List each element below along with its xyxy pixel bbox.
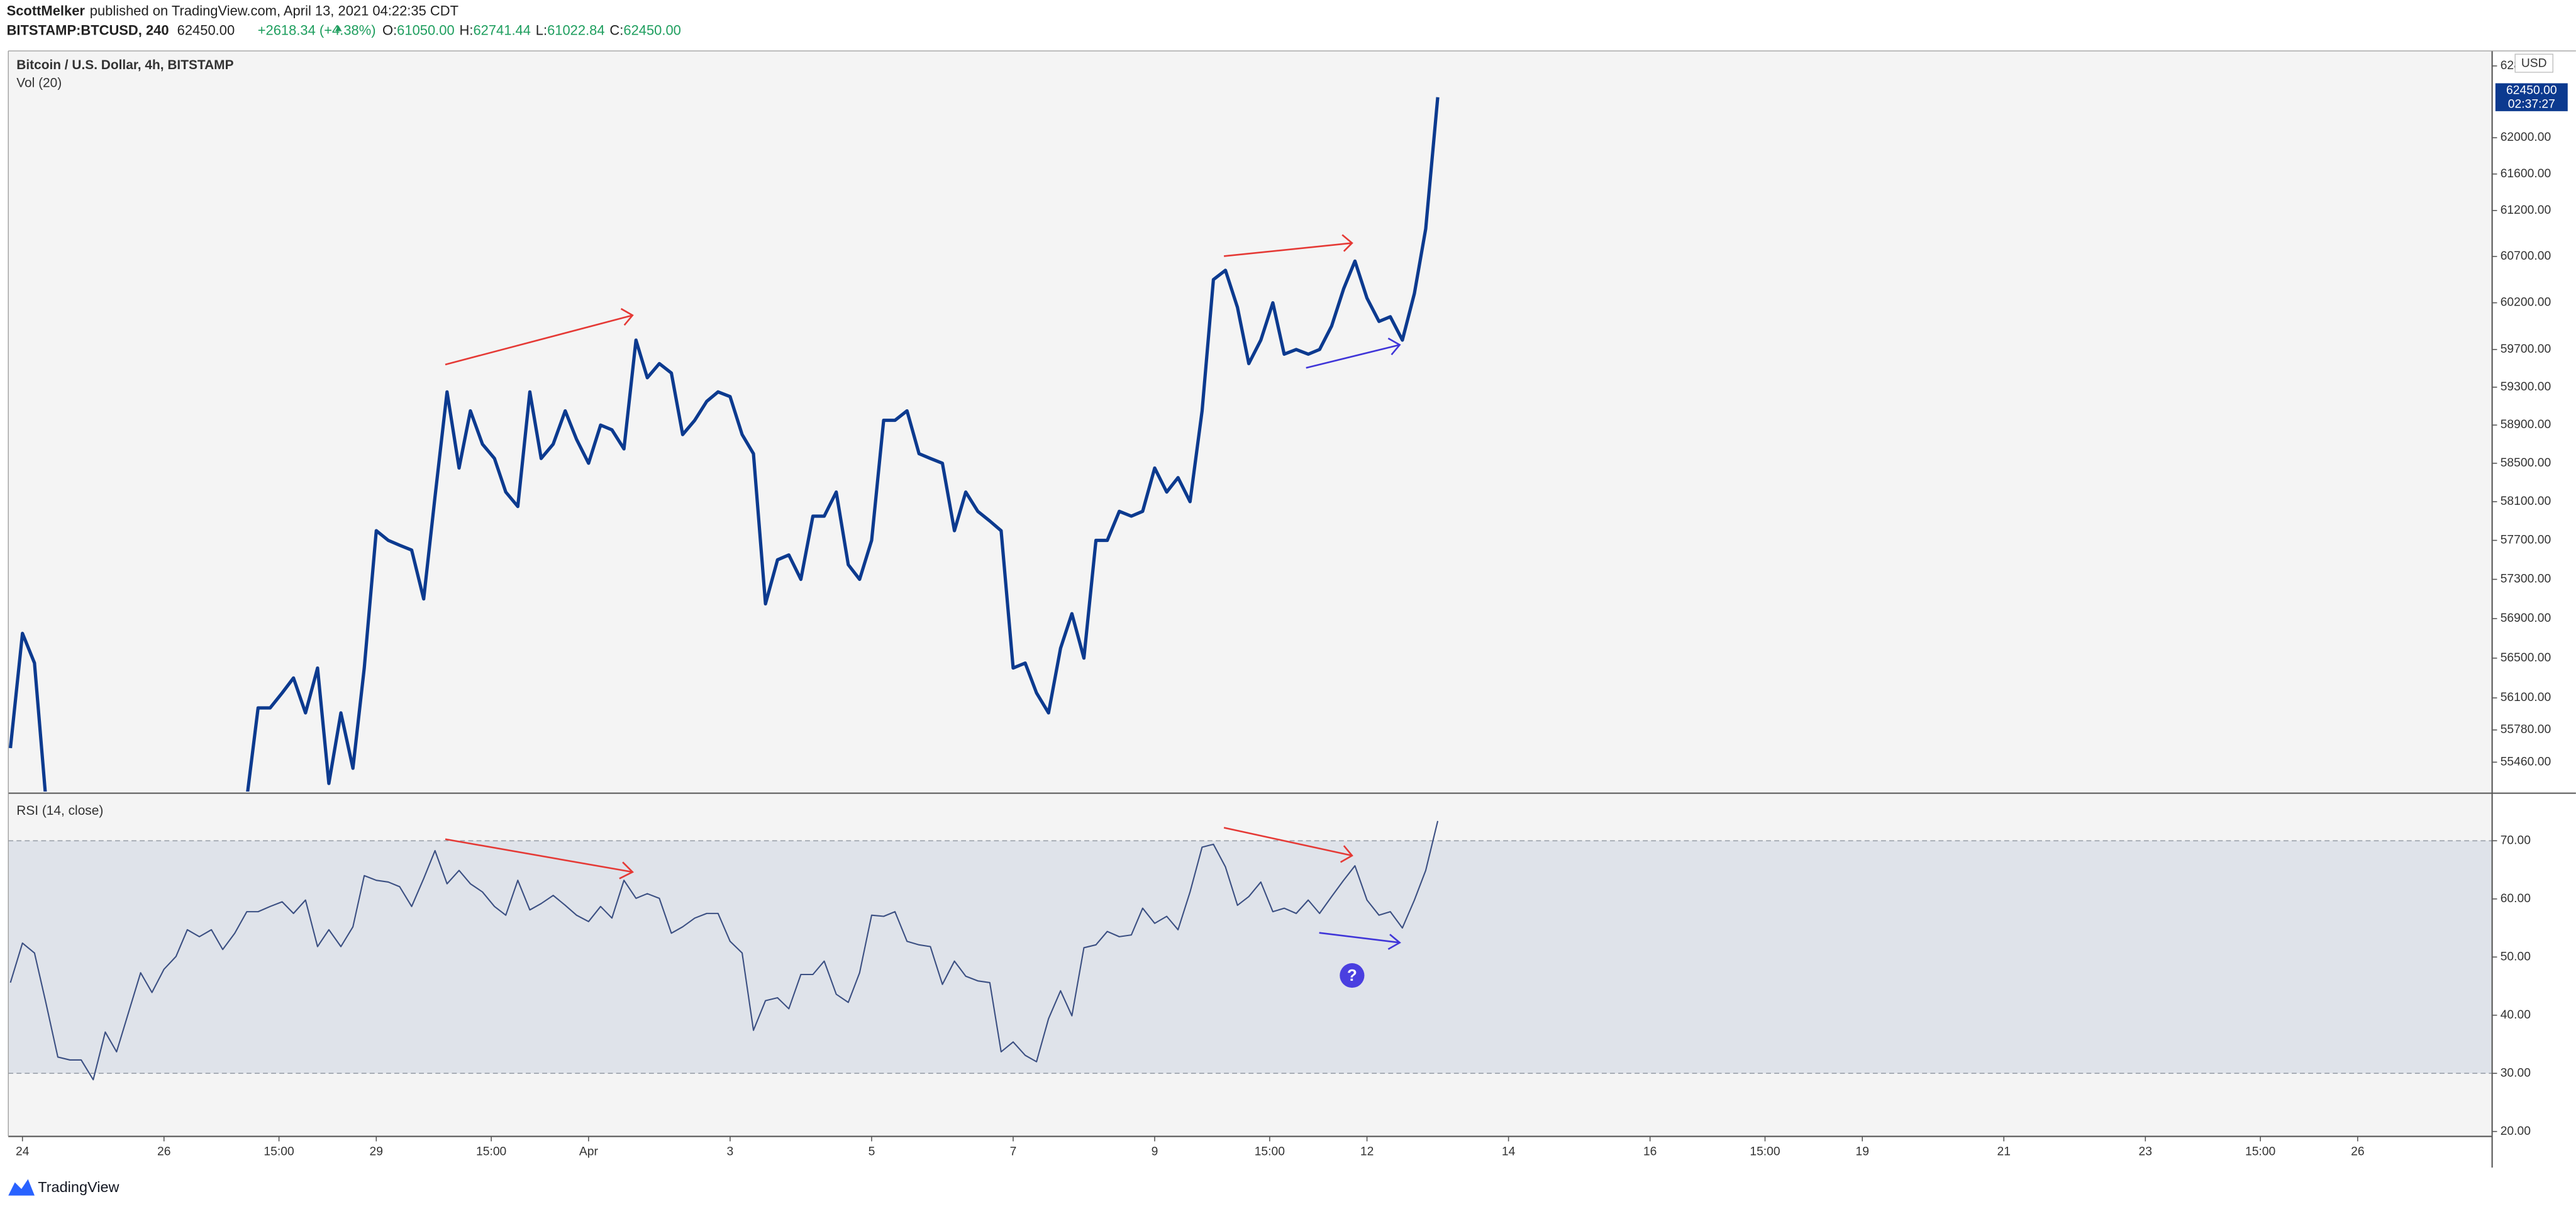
arrow <box>1223 234 1353 257</box>
x-tick-label: 15:00 <box>1255 1145 1285 1158</box>
x-tick-label: 26 <box>2351 1145 2364 1158</box>
y-tick-label: 40.00 <box>2501 1008 2531 1022</box>
x-tick-label: 3 <box>727 1145 734 1158</box>
x-tick-label: 7 <box>1010 1145 1017 1158</box>
drawings <box>445 234 1401 950</box>
high-label: H: <box>460 22 474 38</box>
y-tick-label: 56500.00 <box>2501 651 2551 665</box>
price-tag <box>2495 83 2568 111</box>
x-tick-label: 21 <box>1997 1145 2011 1158</box>
price-tag-label: 62450.00 <box>2506 84 2557 97</box>
arrow <box>1223 827 1353 863</box>
x-tick-label: 29 <box>370 1145 383 1158</box>
close: 62450.00 <box>623 22 681 38</box>
publish-line: ScottMelker published on TradingView.com,… <box>7 3 458 18</box>
y-tick-label: 59700.00 <box>2501 343 2551 356</box>
close-label: C: <box>609 22 623 38</box>
y-tick-label: 58900.00 <box>2501 418 2551 431</box>
countdown: 02:37:27 <box>2508 98 2555 111</box>
symbol: BITSTAMP:BTCUSD, 240 <box>7 22 169 38</box>
blue-arrows <box>1306 337 1401 950</box>
y-tick-label: 60700.00 <box>2501 250 2551 263</box>
published: published on TradingView.com, April 13, … <box>90 3 458 18</box>
y-tick-label: 61600.00 <box>2501 167 2551 180</box>
x-tick-label: 23 <box>2139 1145 2152 1158</box>
y-tick-label: 59300.00 <box>2501 380 2551 394</box>
up-arrow-icon <box>335 25 342 31</box>
x-tick-label: 19 <box>1855 1145 1868 1158</box>
y-tick-label: 60.00 <box>2501 892 2531 905</box>
x-tick-label: 16 <box>1643 1145 1657 1158</box>
y-tick-label: 58500.00 <box>2501 456 2551 470</box>
arrow <box>1319 932 1401 950</box>
marks-layer <box>8 97 1440 1081</box>
currency: USD <box>2521 57 2547 70</box>
y-tick-label: 61200.00 <box>2501 204 2551 217</box>
rsi-line <box>9 820 1439 1081</box>
y-tick-label: 56900.00 <box>2501 612 2551 625</box>
open: 61050.00 <box>397 22 454 38</box>
rsi-title: RSI (14, close) <box>16 803 103 818</box>
x-tick-label: 5 <box>869 1145 875 1158</box>
x-tick-label: 15:00 <box>476 1145 506 1158</box>
x-tick-label: 12 <box>1360 1145 1374 1158</box>
volume-title: Vol (20) <box>16 76 62 91</box>
y-tick-label: 57300.00 <box>2501 573 2551 586</box>
currency-box <box>2514 53 2553 73</box>
last: 62450.00 <box>177 22 235 38</box>
back-layer <box>8 840 2492 1074</box>
y-tick-label: 30.00 <box>2501 1066 2531 1079</box>
price-line <box>8 97 1440 792</box>
y-tick-label: 58100.00 <box>2501 495 2551 508</box>
y-tick-label: 60200.00 <box>2501 296 2551 309</box>
open-label: O: <box>382 22 397 38</box>
y-tick-label: 70.00 <box>2501 834 2531 847</box>
low-label: L: <box>536 22 547 38</box>
y-tick-label: 20.00 <box>2501 1125 2531 1138</box>
y-tick-label: 55780.00 <box>2501 723 2551 736</box>
x-tick-label: 9 <box>1152 1145 1158 1158</box>
x-tick-label: 15:00 <box>1750 1145 1780 1158</box>
red-arrows <box>445 234 1353 880</box>
rsi-band <box>8 841 2492 1074</box>
arrow <box>1306 337 1401 369</box>
logo-text: TradingView <box>38 1179 119 1195</box>
arrow <box>445 307 634 366</box>
x-tick-label: 14 <box>1502 1145 1516 1158</box>
y-tick-label: 57700.00 <box>2501 534 2551 547</box>
y-tick-label: 62000.00 <box>2501 131 2551 144</box>
y-tick-label: 56100.00 <box>2501 691 2551 704</box>
pane-title: Bitcoin / U.S. Dollar, 4h, BITSTAMP <box>16 58 233 72</box>
x-tick-label: 24 <box>16 1145 30 1158</box>
x-tick-label: 15:00 <box>2245 1145 2275 1158</box>
question-badge <box>1340 963 1365 988</box>
x-tick-label: 26 <box>157 1145 170 1158</box>
x-tick-label: Apr <box>579 1145 599 1158</box>
text-layer: 55460.00 55780.00 56100.00 56500.00 56900.00… <box>16 59 2568 1158</box>
y-tick-label: 55460.00 <box>2501 755 2551 768</box>
high: 62741.44 <box>473 22 531 38</box>
question-mark: ? <box>1347 966 1357 985</box>
author: ScottMelker <box>7 3 86 18</box>
x-tick-label: 15:00 <box>264 1145 294 1158</box>
arrow <box>445 838 634 880</box>
quote-line: BITSTAMP:BTCUSD, 240 62450.00 +2618.34 (+4… <box>7 22 681 38</box>
y-tick-label: 50.00 <box>2501 950 2531 963</box>
change: +2618.34 (+4.38%) <box>258 22 376 38</box>
low: 61022.84 <box>547 22 604 38</box>
logo-icon <box>8 1179 35 1196</box>
